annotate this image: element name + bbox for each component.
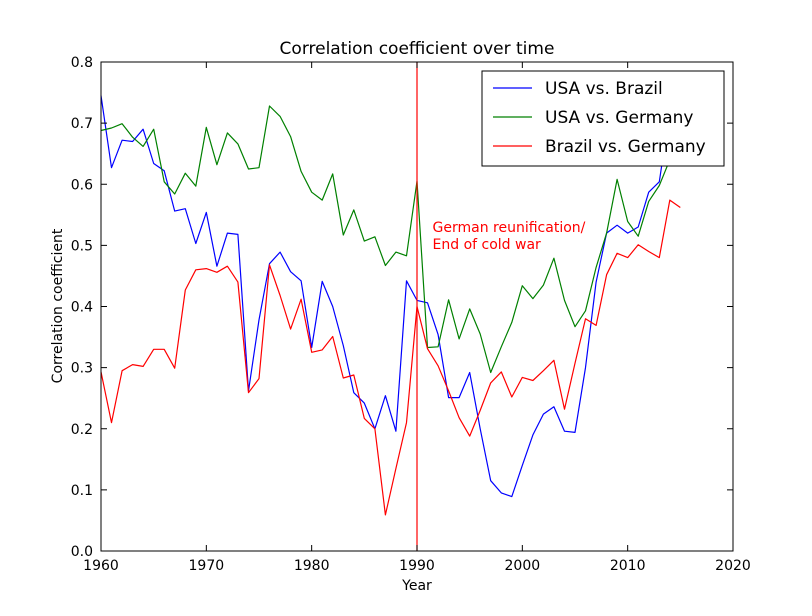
legend: USA vs. Brazil USA vs. Germany Brazil vs. …: [481, 70, 725, 167]
x-tick-label: 1960: [83, 558, 119, 574]
y-tick-label: 0.4: [71, 300, 93, 316]
annotation-text: German reunification/End of cold war: [433, 220, 586, 253]
legend-label-3: Brazil vs. Germany: [545, 137, 706, 157]
y-tick-label: 0.5: [71, 238, 93, 254]
series-line-3: [100, 199, 681, 516]
x-tick-label: 1970: [189, 558, 225, 574]
x-tick-label: 2020: [715, 558, 751, 574]
chart-title: Correlation coefficient over time: [280, 39, 555, 59]
legend-label-1: USA vs. Brazil: [545, 79, 663, 99]
x-axis-label: Year: [401, 578, 432, 594]
x-tick-label: 2010: [610, 558, 646, 574]
x-tick-label: 2000: [505, 558, 541, 574]
y-tick-label: 0.0: [71, 544, 93, 560]
x-tick-label: 1990: [399, 558, 435, 574]
axis-ticks: 1960 1970 1980 1990 2000 2010 2020 0.0 0.1 0.2 0.3…: [71, 55, 751, 574]
y-tick-label: 0.8: [71, 55, 93, 71]
legend-entries: USA vs. Brazil USA vs. Germany Brazil vs. …: [493, 79, 706, 157]
series-line-1: [100, 80, 681, 498]
x-tick-label: 1980: [294, 558, 330, 574]
y-tick-label: 0.3: [71, 361, 93, 377]
plot-area: German reunification/End of cold war: [100, 62, 681, 551]
y-tick-label: 0.6: [71, 177, 93, 193]
legend-label-2: USA vs. Germany: [545, 108, 693, 128]
y-axis-label: Correlation coefficient: [50, 228, 66, 383]
y-tick-label: 0.2: [71, 422, 93, 438]
y-tick-label: 0.1: [71, 483, 93, 499]
y-tick-label: 0.7: [71, 116, 93, 132]
series-line-2: [100, 105, 681, 374]
annotation-line-2: End of cold war: [433, 237, 542, 253]
legend-box: [481, 70, 725, 167]
annotation-line-1: German reunification/: [433, 220, 586, 236]
